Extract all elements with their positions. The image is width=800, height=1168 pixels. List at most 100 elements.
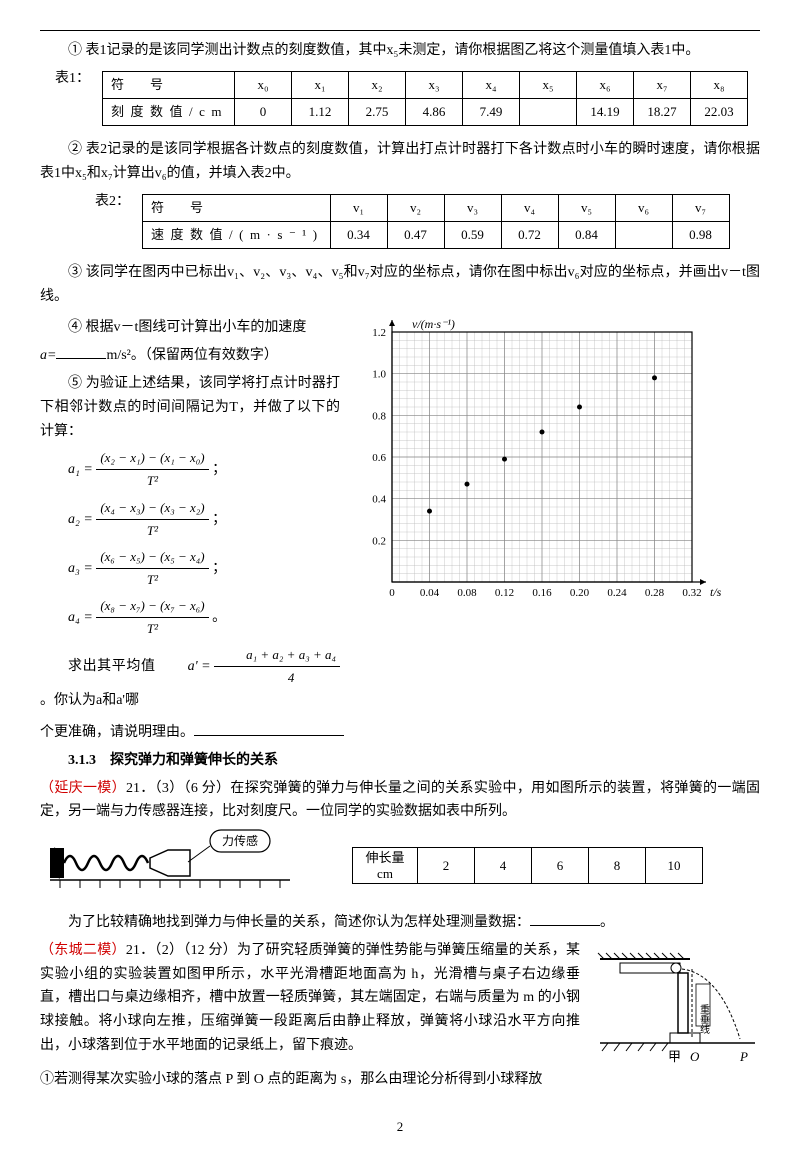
formula-block: a₁ = (x₂ − x₁) − (x₁ − x₀)T² ； a₂ = (x₄ …	[40, 447, 340, 640]
q4-pre: ④ 根据v－t图线可计算出小车的加速度	[68, 320, 306, 335]
t1-col: x₂	[349, 71, 406, 98]
svg-text:0.28: 0.28	[645, 587, 665, 599]
t2-val: 0.59	[444, 221, 501, 248]
t2-col: v₄	[501, 194, 558, 221]
yq-q-text: 为了比较精确地找到弹力与伸长量的关系，简述你认为怎样处理测量数据：	[68, 915, 530, 930]
svg-text:1.2: 1.2	[372, 327, 386, 339]
svg-text:0.08: 0.08	[457, 587, 477, 599]
svg-text:v/(m·s⁻¹): v/(m·s⁻¹)	[412, 317, 455, 331]
t1-val: 0	[235, 98, 292, 125]
formula-4: a₄ = (x₈ − x₇) − (x₇ − x₆)T² 。	[68, 595, 340, 640]
t2-val: 0.72	[501, 221, 558, 248]
f-den: T²	[96, 470, 208, 492]
section-num: 3.1.3	[68, 753, 96, 768]
table1: 符 号 x₀ x₁ x₂ x₃ x₄ x₅ x₆ x₇ x₈ 刻度数值/cm 0…	[102, 71, 748, 126]
f-lhs: a₄	[68, 610, 80, 625]
t1-val: 2.75	[349, 98, 406, 125]
chart-col: 00.040.080.120.160.200.240.280.320.20.40…	[352, 312, 760, 621]
t1-val: 22.03	[691, 98, 748, 125]
f-num: (x₂ − x₁) − (x₁ − x₀)	[96, 447, 208, 470]
t2-val: 0.98	[672, 221, 729, 248]
svg-text:0.04: 0.04	[420, 587, 440, 599]
avg-lhs: a' =	[188, 659, 211, 674]
yanqing-body: （延庆一模）21．（3）（6 分）在探究弹簧的弹力与伸长量之间的关系实验中，用如…	[40, 777, 760, 825]
f-num: (x₈ − x₇) − (x₇ − x₆)	[96, 595, 208, 618]
q4-blank[interactable]	[56, 358, 106, 359]
q4-line: ④ 根据v－t图线可计算出小车的加速度	[40, 316, 340, 340]
t2-col: v₇	[672, 194, 729, 221]
t2-blank[interactable]	[615, 221, 672, 248]
t2-rowh: 速度数值/(m·s⁻¹)	[143, 221, 331, 248]
dongcheng-tag: （东城二模）	[40, 943, 126, 958]
avg-num: a₁ + a₂ + a₃ + a₄	[214, 644, 340, 667]
q4-line2: a= m/s²。（保留两位有效数字）	[40, 344, 340, 368]
dongcheng-figure: 重垂线 甲 O P	[590, 939, 760, 1078]
avg-pre: 求出其平均值	[68, 659, 156, 674]
yq-blank[interactable]	[530, 925, 600, 926]
section-title: 探究弹力和弹簧伸长的关系	[110, 753, 278, 768]
t1-val: 7.49	[463, 98, 520, 125]
f-den: T²	[96, 520, 208, 542]
table-row: 符 号 x₀ x₁ x₂ x₃ x₄ x₅ x₆ x₇ x₈	[103, 71, 748, 98]
f-num: (x₆ − x₅) − (x₅ − x₄)	[96, 546, 208, 569]
formula-2: a₂ = (x₄ − x₃) − (x₃ − x₂)T² ；	[68, 497, 340, 542]
svg-text:0.2: 0.2	[372, 536, 386, 548]
formula-1: a₁ = (x₂ − x₁) − (x₁ − x₀)T² ；	[68, 447, 340, 492]
t1-val: 1.12	[292, 98, 349, 125]
formula-3: a₃ = (x₆ − x₅) − (x₅ − x₄)T² ；	[68, 546, 340, 591]
plumb-label: 重垂线	[698, 1003, 710, 1034]
svg-text:0.20: 0.20	[570, 587, 590, 599]
t1-rowh: 刻度数值/cm	[103, 98, 235, 125]
t1-header: 符 号	[103, 71, 235, 98]
yanqing-table: 伸长量 cm 2 4 6 8 10	[352, 847, 703, 884]
avg-den: 4	[214, 667, 340, 689]
q2-text: ② 表2记录的是该同学根据各计数点的刻度数值，计算出打点计时器打下各计数点时小车…	[40, 138, 760, 186]
page-number: 2	[40, 1116, 760, 1138]
svg-text:0.8: 0.8	[372, 411, 386, 423]
t1-blank[interactable]	[520, 98, 577, 125]
yq-val: 2	[418, 848, 475, 884]
t2-header: 符 号	[143, 194, 331, 221]
avg-line: 求出其平均值 a' = a₁ + a₂ + a₃ + a₄4 。你认为a和a'哪	[40, 644, 340, 713]
f-lhs: a₁	[68, 462, 80, 477]
q5-tail-line: 个更准确，请说明理由。	[40, 721, 760, 745]
yq-val: 6	[532, 848, 589, 884]
f-lhs: a₃	[68, 561, 80, 576]
table-row: 符 号 v₁ v₂ v₃ v₄ v₅ v₆ v₇	[143, 194, 730, 221]
t1-col: x₈	[691, 71, 748, 98]
t1-val: 14.19	[577, 98, 634, 125]
q4-chart-row: ④ 根据v－t图线可计算出小车的加速度 a= m/s²。（保留两位有效数字） ⑤ …	[40, 312, 760, 717]
t1-col: x₄	[463, 71, 520, 98]
yanqing-q: 为了比较精确地找到弹力与伸长量的关系，简述你认为怎样处理测量数据：。	[40, 911, 760, 935]
table2: 符 号 v₁ v₂ v₃ v₄ v₅ v₆ v₇ 速度数值/(m·s⁻¹) 0.…	[142, 194, 730, 249]
yanqing-text: 21．（3）（6 分）在探究弹簧的弹力与伸长量之间的关系实验中，用如图所示的装置…	[40, 781, 760, 820]
q4-var: a=	[40, 348, 56, 363]
t2-col: v₃	[444, 194, 501, 221]
q5-tail: 个更准确，请说明理由。	[40, 725, 194, 740]
table1-row: 表1： 符 号 x₀ x₁ x₂ x₃ x₄ x₅ x₆ x₇ x₈ 刻度数值/…	[40, 67, 760, 134]
yq-val: 8	[589, 848, 646, 884]
t1-col: x₅	[520, 71, 577, 98]
yq-unit: cm	[377, 866, 393, 881]
t2-col: v₅	[558, 194, 615, 221]
yq-val: 10	[646, 848, 703, 884]
q4-post: m/s²。（保留两位有效数字）	[106, 348, 277, 363]
left-col: ④ 根据v－t图线可计算出小车的加速度 a= m/s²。（保留两位有效数字） ⑤ …	[40, 312, 340, 717]
yq-val: 4	[475, 848, 532, 884]
table2-label: 表2：	[40, 190, 130, 214]
fig-jia-label: 甲	[668, 1049, 681, 1064]
t2-col: v₂	[387, 194, 444, 221]
svg-text:0.4: 0.4	[372, 494, 386, 506]
svg-text:0.12: 0.12	[495, 587, 514, 599]
q5-blank[interactable]	[194, 735, 344, 736]
q1-text: ① 表1记录的是该同学测出计数点的刻度数值，其中x₅未测定，请你根据图乙将这个测…	[40, 39, 760, 63]
fig-O-label: O	[690, 1049, 700, 1064]
projectile-icon: 重垂线 甲 O P	[590, 939, 760, 1069]
t1-col: x₀	[235, 71, 292, 98]
t2-col: v₆	[615, 194, 672, 221]
svg-text:0.24: 0.24	[607, 587, 627, 599]
t1-col: x₆	[577, 71, 634, 98]
fig-P-label: P	[739, 1049, 748, 1064]
t1-col: x₁	[292, 71, 349, 98]
q5-text: ⑤ 为验证上述结果，该同学将打点计时器打下相邻计数点的时间间隔记为T，并做了以下…	[40, 372, 340, 443]
